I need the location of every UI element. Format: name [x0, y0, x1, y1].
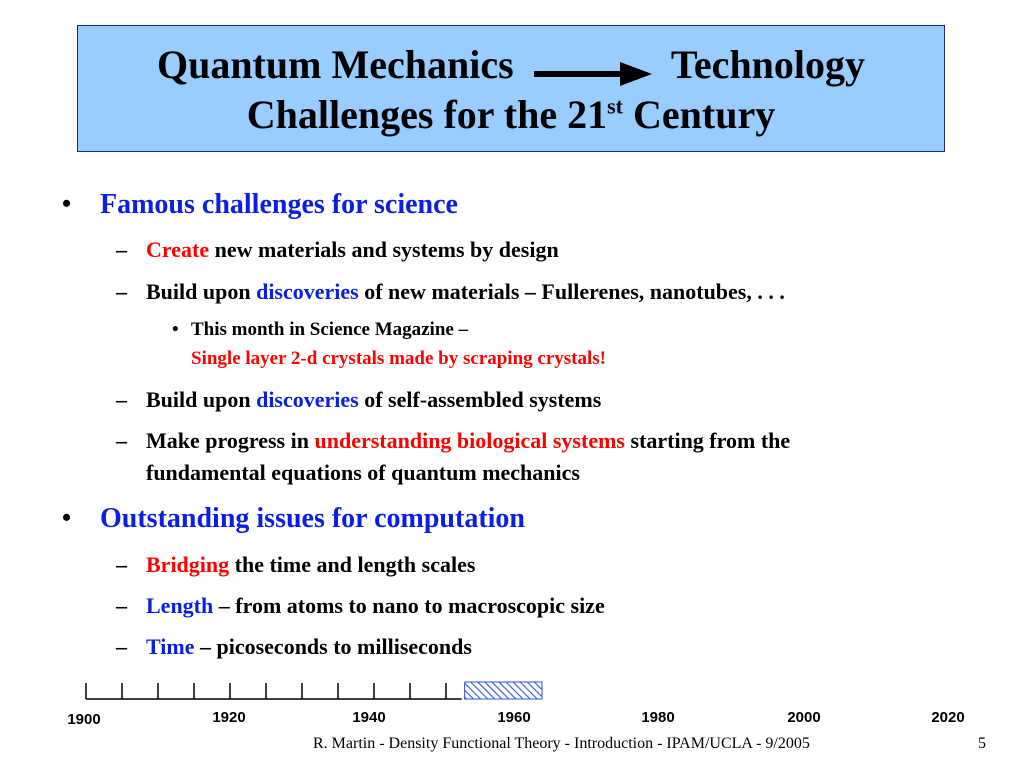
highlight-bridging: Bridging	[146, 552, 230, 577]
sub-bullet-self-assembled: – Build upon discoveries of self-assembl…	[116, 384, 602, 416]
highlight-discoveries: discoveries	[256, 279, 359, 304]
item-text: – picoseconds to milliseconds	[194, 634, 472, 659]
sub-sub-bullet-science-magazine: • This month in Science Magazine – Singl…	[172, 315, 606, 373]
section1-heading: Famous challenges for science	[100, 189, 458, 220]
bullet-dot-icon: •	[62, 189, 72, 218]
dash-icon: –	[116, 387, 127, 412]
timeline-future-hatched-region	[464, 681, 543, 700]
timeline-label-1940: 1940	[352, 709, 386, 726]
highlight-biological: understanding biological systems	[314, 428, 625, 453]
item-text: Build upon	[146, 387, 257, 412]
timeline-label-1920: 1920	[212, 709, 246, 726]
highlight-discoveries: discoveries	[256, 387, 359, 412]
sub-bullet-time: – Time – picoseconds to milliseconds	[116, 631, 472, 663]
title-right: Technology	[670, 42, 866, 87]
footer-credit: R. Martin - Density Functional Theory - …	[313, 735, 810, 752]
slide-title-box: Quantum Mechanics Technology Challenges …	[77, 25, 945, 152]
item-text: starting from the	[624, 428, 791, 453]
sub-bullet-build-upon-materials: – Build upon discoveries of new material…	[116, 276, 785, 308]
title-left: Quantum Mechanics	[156, 42, 514, 87]
item-text-line2: fundamental equations of quantum mechani…	[146, 460, 580, 485]
timeline-label-2020: 2020	[931, 709, 965, 726]
sub-bullet-length: – Length – from atoms to nano to macrosc…	[116, 590, 605, 622]
dash-icon: –	[116, 552, 127, 577]
item-text: of new materials – Fullerenes, nanotubes…	[358, 279, 785, 304]
dash-icon: –	[116, 237, 127, 262]
sub-bullet-make-progress: – Make progress in understanding biologi…	[116, 425, 791, 489]
dash-icon: –	[116, 634, 127, 659]
crystals-line: Single layer 2-d crystals made by scrapi…	[191, 348, 606, 369]
item-text: of self-assembled systems	[358, 387, 602, 412]
dash-icon: –	[116, 279, 127, 304]
title-line-1: Quantum Mechanics Technology	[78, 40, 944, 90]
item-text: – from atoms to nano to macroscopic size	[213, 593, 605, 618]
bullet-dot-icon: •	[62, 503, 72, 532]
item-text: the time and length scales	[229, 552, 476, 577]
item-text: Build upon	[146, 279, 257, 304]
highlight-length: Length	[146, 593, 214, 618]
title-line-2: Challenges for the 21st Century	[78, 90, 944, 140]
highlight-create: Create	[146, 237, 210, 262]
timeline-label-2000: 2000	[787, 709, 821, 726]
right-arrow-icon	[533, 51, 652, 86]
title-line-2-end: Century	[623, 92, 776, 137]
bullet-dot-icon: •	[172, 319, 179, 340]
dash-icon: –	[116, 428, 127, 453]
sub-bullet-create: – Create new materials and systems by de…	[116, 234, 559, 266]
section2-heading: Outstanding issues for computation	[100, 503, 526, 534]
item-text: new materials and systems by design	[209, 237, 559, 262]
bullet-famous-challenges: • Famous challenges for science	[62, 189, 458, 221]
item-text: Make progress in	[146, 428, 315, 453]
title-superscript: st	[607, 93, 624, 119]
science-magazine-line: This month in Science Magazine –	[191, 319, 469, 340]
dash-icon: –	[116, 593, 127, 618]
timeline-label-1900: 1900	[67, 711, 101, 728]
highlight-time: Time	[146, 634, 195, 659]
bullet-outstanding-issues: • Outstanding issues for computation	[62, 503, 526, 535]
timeline-label-1960: 1960	[497, 709, 531, 726]
sub-bullet-bridging: – Bridging the time and length scales	[116, 549, 476, 581]
title-line-2-main: Challenges for the 21	[246, 92, 608, 137]
timeline-label-1980: 1980	[641, 709, 675, 726]
page-number: 5	[978, 735, 986, 752]
